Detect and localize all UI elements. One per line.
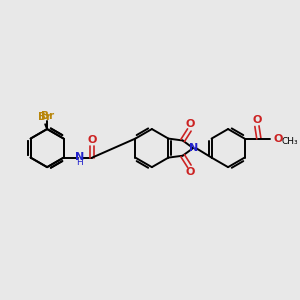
Text: CH₃: CH₃ (282, 137, 298, 146)
Text: O: O (88, 136, 97, 146)
Text: O: O (273, 134, 283, 144)
Text: O: O (186, 167, 195, 177)
Text: Br: Br (38, 112, 51, 122)
Text: N: N (75, 152, 84, 162)
Text: O: O (186, 119, 195, 129)
Text: Br: Br (40, 111, 54, 121)
Text: O: O (252, 116, 262, 125)
Text: H: H (76, 158, 83, 167)
Text: N: N (190, 143, 199, 153)
